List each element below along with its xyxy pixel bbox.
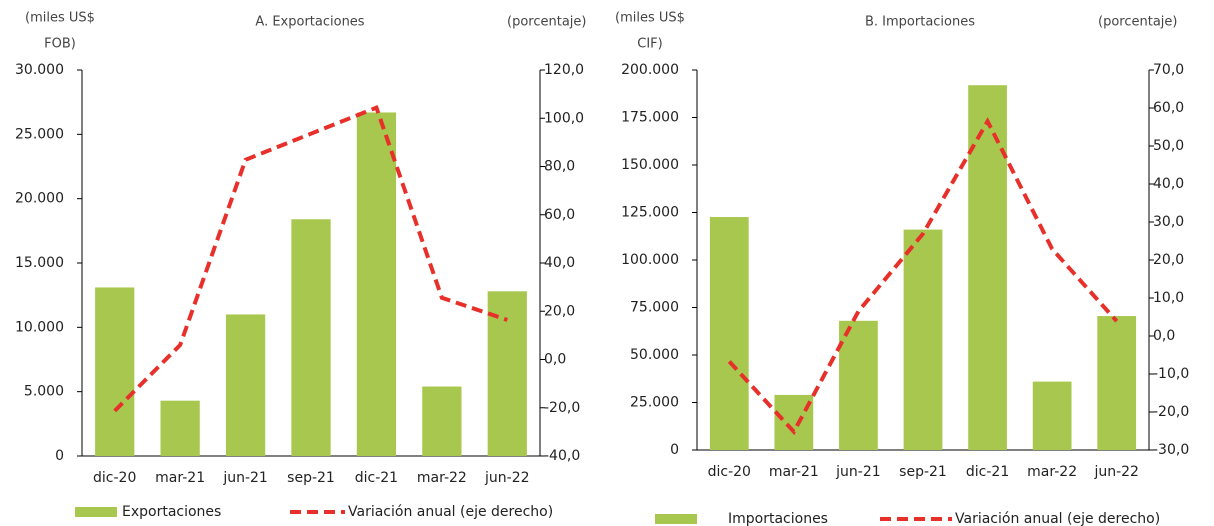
y2-tick-label: 50,0 xyxy=(1153,138,1184,154)
y-tick-label: 100.000 xyxy=(621,252,679,268)
bar xyxy=(95,287,135,456)
x-tick-label: jun-21 xyxy=(222,470,268,486)
y-tick-label: 15.000 xyxy=(15,255,64,271)
y-tick-label: 50.000 xyxy=(630,347,679,363)
y2-tick-label: 10,0 xyxy=(1153,290,1184,306)
bar xyxy=(839,320,878,450)
legend-label: Importaciones xyxy=(728,511,828,526)
legend-swatch xyxy=(75,507,117,517)
x-tick-label: sep-21 xyxy=(287,470,335,486)
chart-title: A. Exportaciones xyxy=(255,15,364,30)
y2-tick-label: -40,0 xyxy=(544,448,580,464)
y-tick-label: 20.000 xyxy=(15,191,64,207)
legend-label: Variación anual (eje derecho) xyxy=(348,504,553,520)
y-tick-label: 25.000 xyxy=(15,126,64,142)
x-tick-label: mar-22 xyxy=(417,470,467,486)
y2-tick-label: 120,0 xyxy=(544,62,584,78)
bar xyxy=(356,112,397,457)
bar xyxy=(709,217,749,450)
bar xyxy=(160,400,200,456)
y-axis-label: (miles US$ xyxy=(25,11,95,26)
x-tick-label: mar-21 xyxy=(769,464,819,480)
y-tick-label: 30.000 xyxy=(15,62,64,78)
y2-tick-label: -30,0 xyxy=(1153,442,1189,458)
y2-tick-label: 0,0 xyxy=(1153,328,1175,344)
bar xyxy=(1032,381,1072,450)
x-tick-label: jun-22 xyxy=(484,470,530,486)
y2-tick-label: 40,0 xyxy=(544,255,575,271)
y-axis-label: (miles US$ xyxy=(615,11,685,26)
y2-tick-label: 20,0 xyxy=(1153,252,1184,268)
y2-tick-label: 80,0 xyxy=(544,159,575,175)
bar xyxy=(968,85,1007,450)
x-tick-label: jun-21 xyxy=(835,464,881,480)
y-tick-label: 175.000 xyxy=(621,110,679,126)
y-tick-label: 150.000 xyxy=(621,157,679,173)
bar xyxy=(1097,316,1137,450)
x-tick-label: mar-21 xyxy=(155,470,205,486)
chart-title: B. Importaciones xyxy=(865,15,975,30)
y-tick-label: 125.000 xyxy=(621,205,679,221)
y2-tick-label: 40,0 xyxy=(1153,176,1184,192)
y2-tick-label: 20,0 xyxy=(544,303,575,319)
line xyxy=(113,105,508,413)
x-tick-label: dic-20 xyxy=(93,470,136,486)
y2-tick-label: -10,0 xyxy=(1153,366,1189,382)
y2-tick-label: 60,0 xyxy=(1153,100,1184,116)
y-tick-label: 75.000 xyxy=(630,300,679,316)
x-tick-label: dic-21 xyxy=(355,470,398,486)
bar xyxy=(225,314,266,456)
y-tick-label: 200.000 xyxy=(621,62,679,78)
legend-label: Exportaciones xyxy=(122,504,221,520)
y2-tick-label: 70,0 xyxy=(1153,62,1184,78)
x-tick-label: sep-21 xyxy=(899,464,947,480)
y-tick-label: 10.000 xyxy=(15,319,64,335)
bar xyxy=(903,229,943,450)
line xyxy=(727,117,1119,436)
legend-label: Variación anual (eje derecho) xyxy=(955,511,1160,526)
y-tick-label: 0 xyxy=(55,448,64,464)
y2-tick-label: 0,0 xyxy=(544,352,566,368)
y2-tick-label: 30,0 xyxy=(1153,214,1184,230)
y2-tick-label: -20,0 xyxy=(1153,404,1189,420)
x-tick-label: jun-22 xyxy=(1093,464,1139,480)
x-tick-label: dic-20 xyxy=(708,464,751,480)
y2-tick-label: 60,0 xyxy=(544,207,575,223)
y2-tick-label: -20,0 xyxy=(544,400,580,416)
y2-axis-label: (porcentaje) xyxy=(1098,15,1177,30)
y-axis-label: FOB) xyxy=(44,37,76,52)
y-axis-label: CIF) xyxy=(637,37,662,52)
x-tick-label: dic-21 xyxy=(966,464,1009,480)
bar xyxy=(291,219,331,456)
y-tick-label: 25.000 xyxy=(630,395,679,411)
y-tick-label: 5.000 xyxy=(24,384,64,400)
y-tick-label: 0 xyxy=(670,442,679,458)
x-tick-label: mar-22 xyxy=(1027,464,1077,480)
legend-swatch xyxy=(655,514,697,524)
y2-axis-label: (porcentaje) xyxy=(507,15,586,30)
y2-tick-label: 100,0 xyxy=(544,110,584,126)
bar xyxy=(422,386,462,456)
